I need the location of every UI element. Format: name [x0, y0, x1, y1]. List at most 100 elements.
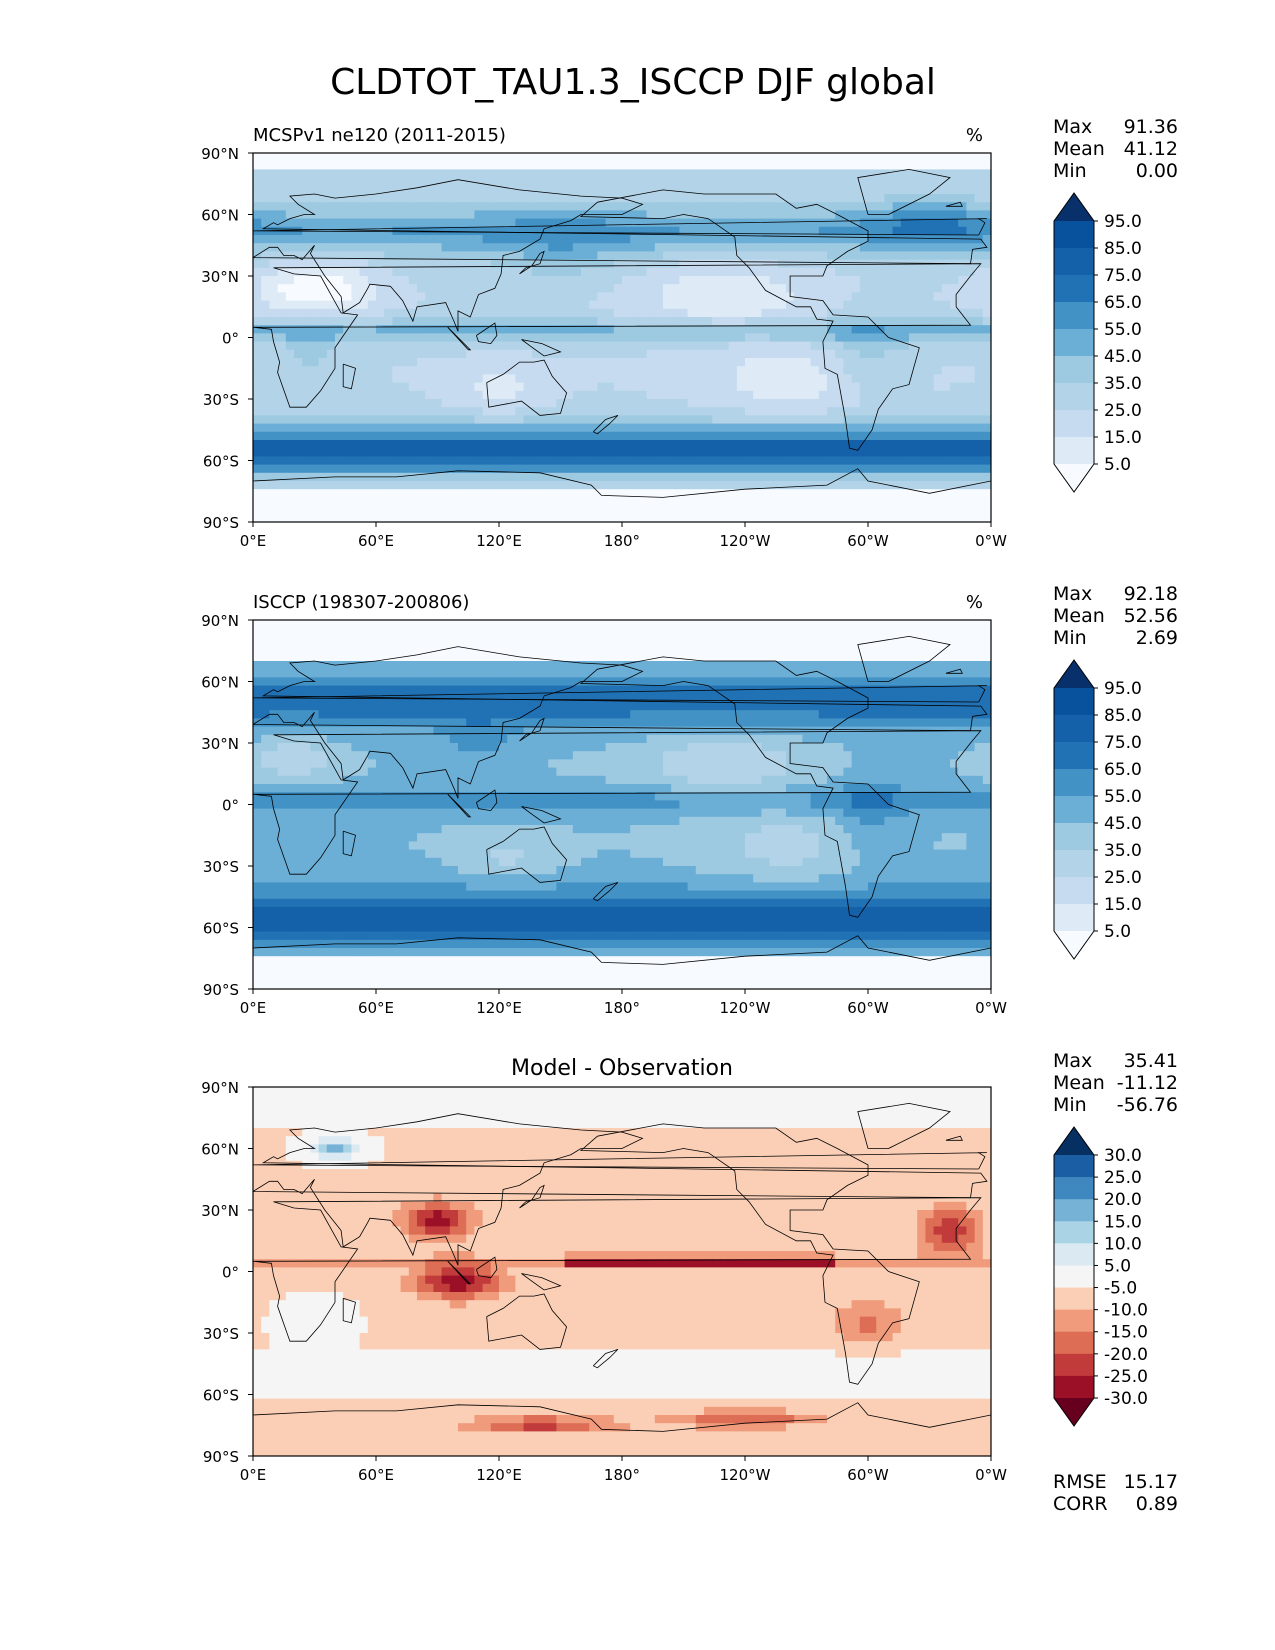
field-cell	[597, 415, 607, 425]
field-cell	[515, 685, 525, 695]
field-cell	[818, 267, 828, 277]
field-cell	[786, 669, 795, 678]
field-cell	[277, 481, 287, 490]
field-cell	[909, 317, 918, 326]
field-cell	[581, 472, 590, 482]
field-cell	[523, 497, 533, 507]
field-cell	[892, 677, 902, 687]
field-cell	[663, 284, 672, 293]
field-cell	[376, 169, 385, 179]
field-cell	[892, 325, 902, 334]
field-cell	[343, 448, 352, 457]
field-cell	[884, 423, 894, 433]
field-cell	[654, 325, 664, 334]
field-cell	[933, 218, 943, 228]
field-cell	[728, 431, 738, 441]
field-cell	[900, 497, 910, 507]
field-cell	[581, 693, 590, 703]
field-cell	[351, 325, 361, 334]
field-cell	[835, 440, 844, 449]
field-cell	[253, 325, 262, 334]
field-cell	[671, 390, 680, 400]
field-cell	[392, 292, 402, 302]
field-cell	[548, 636, 557, 646]
field-cell	[490, 685, 500, 695]
field-cell	[482, 415, 492, 425]
field-cell	[638, 464, 648, 474]
field-cell	[269, 267, 279, 277]
field-cell	[581, 644, 590, 654]
field-cell	[868, 251, 877, 261]
field-cell	[859, 218, 869, 228]
field-cell	[925, 431, 935, 441]
field-cell	[876, 177, 885, 187]
field-cell	[917, 513, 926, 522]
field-cell	[277, 202, 287, 211]
field-cell	[810, 366, 820, 375]
field-cell	[515, 235, 525, 244]
field-cell	[704, 317, 713, 326]
field-cell	[548, 456, 557, 466]
field-cell	[933, 349, 943, 359]
field-cell	[392, 636, 402, 646]
field-cell	[326, 448, 336, 457]
field-cell	[294, 177, 303, 187]
field-cell	[499, 308, 508, 318]
field-cell	[966, 251, 976, 261]
field-cell	[925, 317, 935, 326]
field-cell	[253, 620, 262, 629]
field-cell	[441, 251, 451, 261]
field-cell	[745, 300, 754, 310]
field-cell	[499, 497, 508, 507]
field-cell	[654, 308, 664, 318]
field-cell	[720, 202, 730, 211]
field-cell	[294, 300, 303, 310]
field-cell	[400, 440, 410, 449]
field-cell	[958, 661, 967, 670]
field-cell	[376, 464, 385, 474]
field-cell	[466, 415, 475, 425]
field-cell	[605, 685, 615, 695]
field-cell	[638, 677, 648, 687]
field-cell	[253, 628, 262, 637]
field-cell	[966, 415, 976, 425]
field-cell	[974, 251, 984, 261]
field-cell	[540, 218, 549, 228]
field-cell	[441, 497, 451, 507]
field-cell	[753, 685, 762, 695]
field-cell	[294, 440, 303, 449]
field-cell	[712, 194, 721, 203]
field-cell	[408, 390, 418, 400]
stat-label: Mean	[1053, 138, 1105, 160]
field-cell	[367, 358, 377, 367]
field-cell	[425, 481, 434, 490]
field-cell	[958, 177, 967, 187]
field-cell	[572, 292, 582, 302]
field-cell	[704, 431, 713, 441]
field-cell	[425, 489, 434, 498]
field-cell	[753, 423, 762, 433]
field-cell	[900, 358, 910, 367]
field-cell	[531, 620, 541, 629]
field-cell	[810, 358, 820, 367]
field-cell	[384, 243, 393, 252]
field-cell	[851, 153, 861, 162]
field-cell	[515, 325, 525, 334]
field-cell	[277, 644, 287, 654]
field-cell	[728, 169, 738, 179]
field-cell	[400, 669, 410, 678]
field-cell	[392, 366, 402, 375]
field-cell	[605, 644, 615, 654]
field-cell	[302, 341, 311, 351]
field-cell	[572, 669, 582, 678]
field-cell	[777, 628, 787, 637]
field-cell	[581, 489, 590, 498]
field-cell	[712, 661, 721, 670]
field-cell	[359, 636, 369, 646]
field-cell	[384, 399, 393, 408]
field-cell	[417, 218, 426, 228]
field-cell	[433, 513, 443, 522]
field-cell	[302, 636, 311, 646]
field-cell	[466, 366, 475, 375]
field-cell	[654, 153, 664, 162]
